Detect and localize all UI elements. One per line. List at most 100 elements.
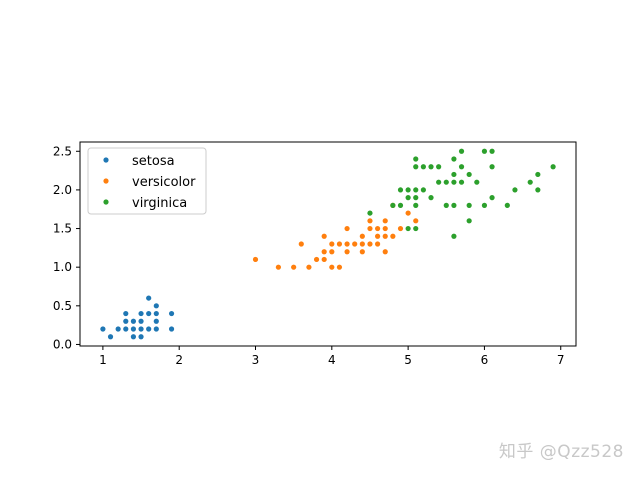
data-point-virginica (443, 202, 449, 208)
legend-label-setosa: setosa (132, 154, 175, 169)
data-point-setosa (153, 326, 159, 332)
data-point-versicolor (329, 241, 335, 247)
data-point-versicolor (321, 256, 327, 263)
data-point-virginica (451, 179, 457, 185)
data-point-virginica (466, 218, 472, 224)
data-point-virginica (390, 202, 396, 208)
data-point-virginica (413, 187, 419, 193)
data-point-setosa (153, 318, 159, 324)
data-point-setosa (100, 326, 106, 332)
data-point-virginica (443, 179, 449, 185)
data-point-versicolor (367, 225, 373, 232)
watermark: 知乎 @Qzz528 (498, 442, 624, 462)
data-point-virginica (489, 195, 495, 201)
data-point-versicolor (329, 264, 335, 270)
data-point-versicolor (321, 249, 327, 255)
data-point-virginica (436, 179, 442, 185)
legend-label-versicolor: versicolor (132, 175, 196, 190)
data-point-versicolor (275, 264, 281, 270)
data-point-setosa (168, 310, 175, 317)
y-tick-label: 0.0 (53, 337, 72, 351)
data-point-setosa (123, 310, 129, 317)
data-point-virginica (405, 195, 411, 201)
data-point-virginica (481, 202, 488, 208)
data-point-setosa (146, 310, 152, 317)
data-point-virginica (466, 202, 472, 208)
legend: setosa versicolor virginica (87, 147, 207, 215)
data-point-virginica (451, 202, 457, 208)
x-tick-label: 3 (252, 353, 260, 367)
data-point-virginica (397, 202, 404, 208)
x-tick-label: 1 (99, 353, 107, 367)
data-point-versicolor (359, 249, 365, 255)
series-setosa (100, 295, 175, 340)
data-point-versicolor (359, 233, 365, 239)
legend-marker-setosa (103, 157, 109, 163)
data-point-versicolor (413, 218, 419, 224)
plot-frame (79, 141, 577, 347)
data-points (100, 148, 556, 340)
data-point-virginica (489, 148, 495, 154)
data-point-versicolor (298, 241, 304, 247)
series-versicolor (252, 202, 419, 270)
data-point-virginica (512, 187, 518, 193)
data-point-setosa (146, 295, 152, 301)
data-point-virginica (481, 148, 488, 154)
x-tick-label: 4 (328, 353, 336, 367)
data-point-virginica (535, 171, 541, 178)
data-point-versicolor (252, 256, 259, 263)
data-point-virginica (436, 164, 442, 170)
y-tick-label: 2.0 (53, 183, 72, 197)
legend-box (87, 147, 207, 215)
data-point-setosa (153, 303, 159, 309)
x-tick-label: 7 (557, 353, 565, 367)
data-point-setosa (168, 326, 175, 332)
data-point-versicolor (344, 225, 350, 232)
data-point-virginica (428, 164, 434, 170)
data-point-virginica (466, 171, 472, 178)
data-point-virginica (367, 210, 373, 216)
data-point-virginica (451, 171, 457, 178)
data-point-versicolor (359, 241, 365, 247)
data-point-setosa (153, 310, 159, 317)
data-point-virginica (550, 164, 556, 170)
data-point-setosa (130, 334, 137, 340)
data-point-versicolor (336, 241, 343, 247)
data-point-virginica (458, 148, 465, 154)
data-point-virginica (420, 187, 426, 193)
data-point-versicolor (313, 256, 320, 263)
data-point-virginica (405, 187, 411, 193)
y-tick-label: 0.5 (53, 299, 72, 313)
data-point-setosa (123, 326, 129, 332)
x-tick-label: 2 (175, 353, 183, 367)
axes: 1 2 3 4 5 6 7 0.0 0.5 1.0 1.5 2.0 2.5 (53, 141, 577, 367)
data-point-versicolor (344, 241, 350, 247)
data-point-virginica (451, 233, 457, 239)
data-point-virginica (413, 195, 419, 201)
data-point-setosa (138, 318, 144, 324)
data-point-versicolor (375, 241, 381, 247)
data-point-versicolor (336, 264, 343, 270)
legend-marker-versicolor (103, 178, 109, 184)
data-point-virginica (413, 156, 419, 162)
data-point-versicolor (390, 233, 396, 239)
data-point-versicolor (291, 264, 297, 270)
data-point-virginica (535, 187, 541, 193)
x-tick-label: 5 (404, 353, 412, 367)
y-tick-label: 1.5 (53, 222, 72, 236)
data-point-versicolor (321, 233, 327, 239)
data-point-versicolor (382, 225, 388, 232)
data-point-virginica (413, 202, 419, 208)
data-point-virginica (397, 187, 404, 193)
data-point-versicolor (367, 218, 373, 224)
data-point-versicolor (405, 210, 411, 216)
data-point-setosa (138, 310, 144, 317)
data-point-virginica (458, 164, 465, 170)
y-tick-label: 2.5 (53, 144, 72, 158)
data-point-setosa (146, 326, 152, 332)
data-point-versicolor (397, 225, 404, 232)
data-point-virginica (428, 195, 434, 201)
data-point-setosa (107, 334, 114, 340)
data-point-virginica (474, 179, 480, 185)
data-point-versicolor (306, 264, 312, 270)
